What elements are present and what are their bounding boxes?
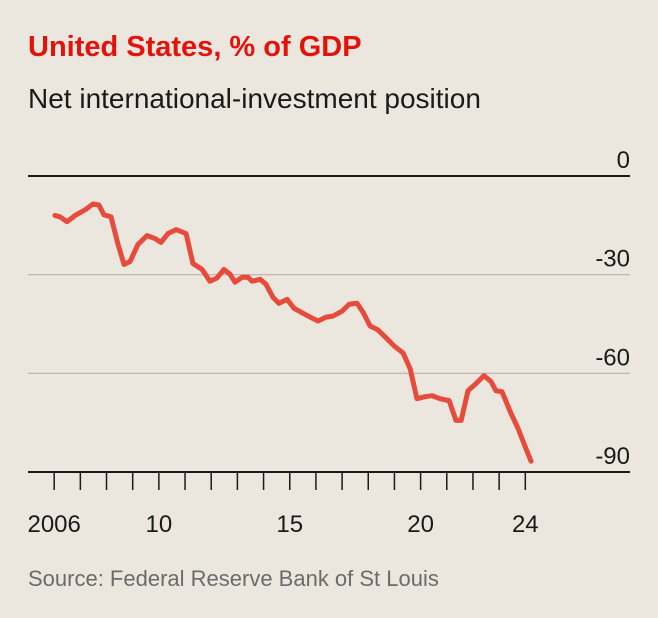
y-tick-label: 0 (617, 147, 630, 174)
y-tick-label: -60 (595, 344, 630, 371)
x-tick-label: 2006 (27, 511, 80, 538)
chart-subtitle: Net international-investment position (28, 83, 481, 114)
chart-title: United States, % of GDP (28, 31, 362, 63)
source-note: Source: Federal Reserve Bank of St Louis (28, 566, 439, 591)
x-tick-label: 15 (276, 511, 303, 538)
x-tick-label: 10 (146, 511, 173, 538)
y-tick-label: -90 (595, 443, 630, 470)
x-tick-label: 20 (407, 511, 434, 538)
data-line (52, 201, 534, 464)
x-tick-label: 24 (512, 511, 539, 538)
y-tick-label: -30 (595, 246, 630, 273)
